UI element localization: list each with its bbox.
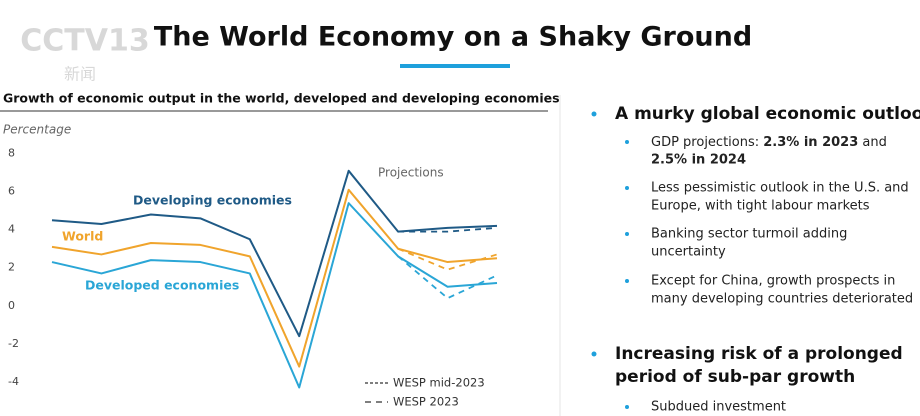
y-tick-label: 0 [8, 299, 15, 312]
title-underline [400, 64, 510, 68]
line [51, 188, 498, 368]
line [397, 255, 498, 300]
y-tick-label: 2 [8, 261, 15, 274]
bullet-text: Less pessimistic outlook in the U.S. and [651, 181, 909, 196]
annotation: Projections [378, 166, 444, 180]
logo: CCTV13 [20, 24, 149, 59]
legend-label: WESP 2023 [393, 395, 459, 409]
bullet [625, 186, 629, 190]
series-label: Developed economies [85, 278, 239, 293]
bullet [591, 351, 597, 357]
series-label: World [62, 229, 103, 244]
series-label: Developing economies [133, 193, 292, 208]
bullet [625, 140, 629, 144]
bullet-text: Subdued investment [651, 400, 786, 415]
logo-sub: 新闻 [64, 65, 96, 84]
bullet-text: GDP projections: 2.3% in 2023 and [651, 135, 887, 150]
heading: period of sub-par growth [615, 367, 855, 387]
line [51, 169, 498, 338]
bullet-text: 2.5% in 2024 [651, 153, 746, 168]
line [397, 247, 498, 271]
heading: Increasing risk of a prolonged [615, 344, 903, 364]
y-tick-label: -2 [8, 337, 19, 350]
bullet [625, 232, 629, 236]
y-tick-label: 8 [8, 147, 15, 160]
bullet-text: Banking sector turmoil adding [651, 227, 847, 242]
bullet-text: Europe, with tight labour markets [651, 199, 870, 214]
bullet [625, 279, 629, 283]
y-tick-label: 4 [8, 223, 15, 236]
bullet-text: many developing countries deteriorated [651, 292, 913, 307]
bullet [591, 111, 597, 117]
bullet [625, 405, 629, 409]
line [51, 202, 498, 389]
heading: A murky global economic outlook [615, 104, 920, 124]
slide-title: The World Economy on a Shaky Ground [154, 22, 752, 53]
bullet-text: uncertainty [651, 245, 726, 260]
line [398, 226, 498, 233]
bullet-text: Except for China, growth prospects in [651, 274, 895, 289]
y-tick-label: 6 [8, 185, 15, 198]
y-axis-label: Percentage [3, 123, 71, 137]
legend-label: WESP mid-2023 [393, 376, 485, 390]
y-tick-label: -4 [8, 375, 19, 388]
chart-title: Growth of economic output in the world, … [3, 91, 560, 106]
